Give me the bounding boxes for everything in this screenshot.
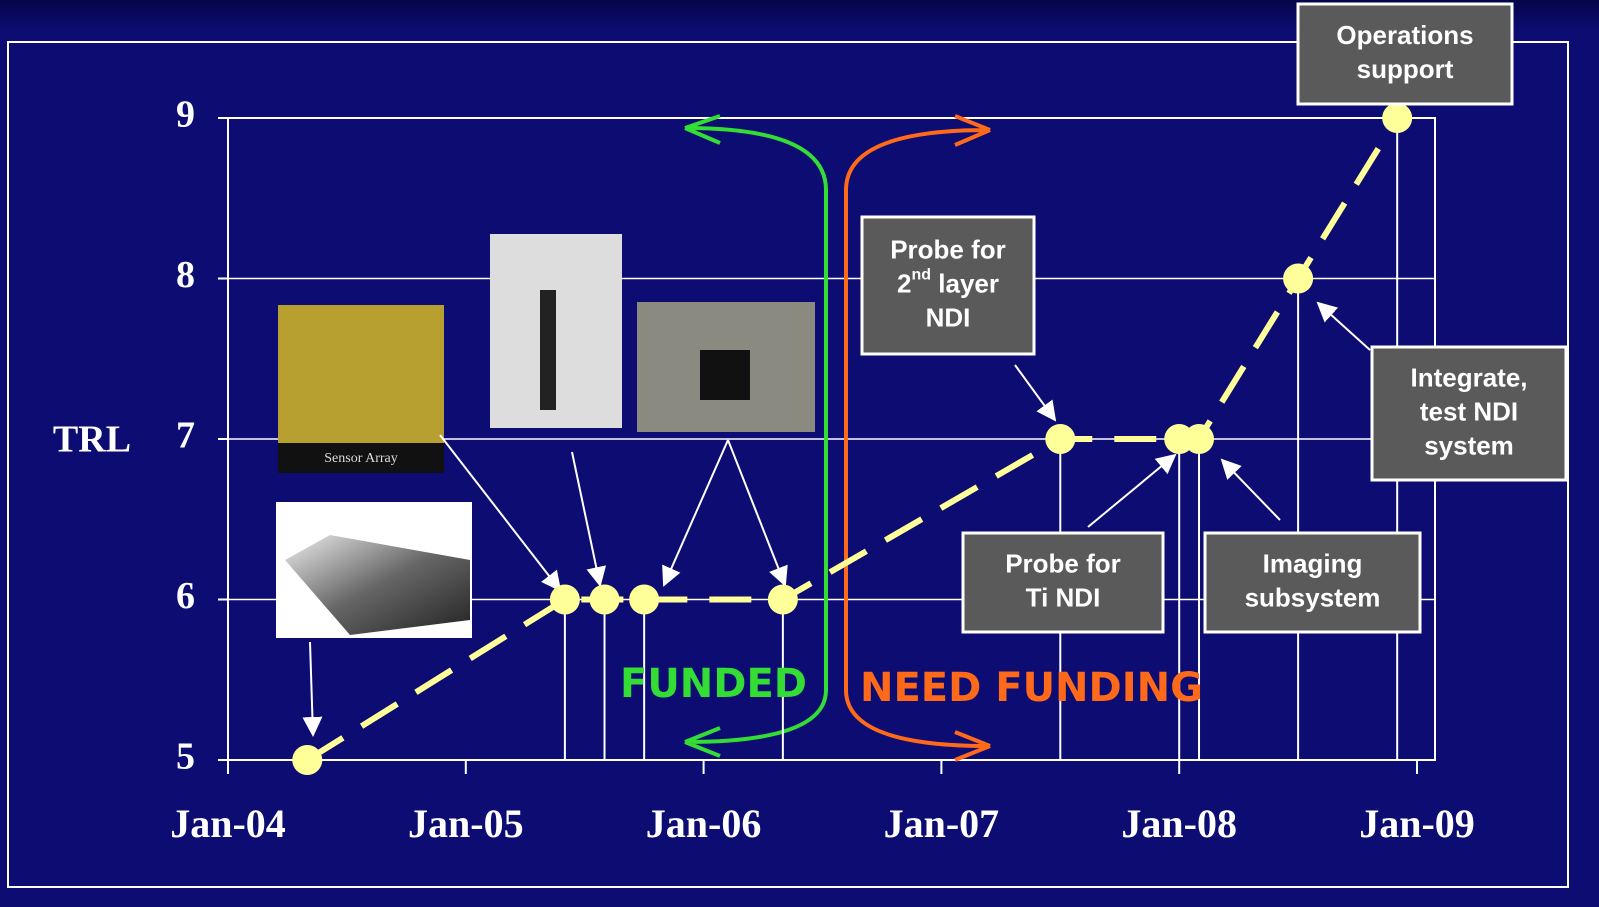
- callout-text: Probe for: [890, 234, 1006, 264]
- callout-text: subsystem: [1245, 582, 1381, 612]
- y-tick-label: 5: [176, 736, 195, 778]
- callout-box: Imaging subsystem: [1205, 533, 1420, 632]
- y-axis-label: TRL: [53, 419, 131, 461]
- callout-text: NDI: [926, 302, 971, 332]
- callout-box: Operations support: [1298, 4, 1512, 104]
- milestone-point: [1184, 424, 1214, 454]
- milestone-point: [768, 585, 798, 615]
- x-tick-label: Jan-07: [884, 801, 1000, 846]
- phase-label: NEED FUNDING: [860, 665, 1203, 711]
- milestone-point: [1382, 103, 1412, 133]
- image-caption: Sensor Array: [324, 451, 398, 466]
- milestone-point: [550, 585, 580, 615]
- y-tick-label: 7: [176, 415, 195, 457]
- callout-text-part: nd: [911, 267, 931, 284]
- milestone-point: [590, 585, 620, 615]
- y-tick-label: 6: [176, 575, 195, 617]
- x-tick-label: Jan-06: [646, 801, 762, 846]
- callout-text: Imaging: [1263, 548, 1363, 578]
- callout-box: Probe for 2nd layer NDI: [862, 217, 1034, 354]
- callout-text-part: 2: [897, 268, 911, 298]
- x-tick-label: Jan-09: [1359, 801, 1475, 846]
- chart: 5 6 7 8 9 Jan-04 Jan-05 Jan-06 Jan-07 Jan-08 Jan-0…: [0, 0, 1599, 907]
- callout-text: Probe for: [1005, 548, 1121, 578]
- milestone-point: [1045, 424, 1075, 454]
- callout-text: test NDI: [1420, 396, 1518, 426]
- callout-text: support: [1357, 54, 1454, 84]
- milestone-point: [629, 585, 659, 615]
- x-tick-label: Jan-05: [408, 801, 524, 846]
- callout-text: Operations: [1336, 20, 1473, 50]
- x-tick-label: Jan-08: [1121, 801, 1237, 846]
- y-tick-label: 8: [176, 254, 195, 296]
- x-tick-label: Jan-04: [170, 801, 286, 846]
- callout-text: system: [1424, 430, 1514, 460]
- y-tick-label: 9: [176, 94, 195, 136]
- callout-box: Integrate, test NDI system: [1372, 347, 1566, 480]
- callout-text-part: layer: [931, 268, 999, 298]
- callout-text: Integrate,: [1410, 362, 1527, 392]
- callout-box: Probe for Ti NDI: [963, 533, 1163, 632]
- milestone-point: [292, 745, 322, 775]
- phase-label: FUNDED: [620, 661, 807, 707]
- photos: [276, 234, 815, 638]
- callout-text: Ti NDI: [1026, 582, 1101, 612]
- milestone-point: [1283, 264, 1313, 294]
